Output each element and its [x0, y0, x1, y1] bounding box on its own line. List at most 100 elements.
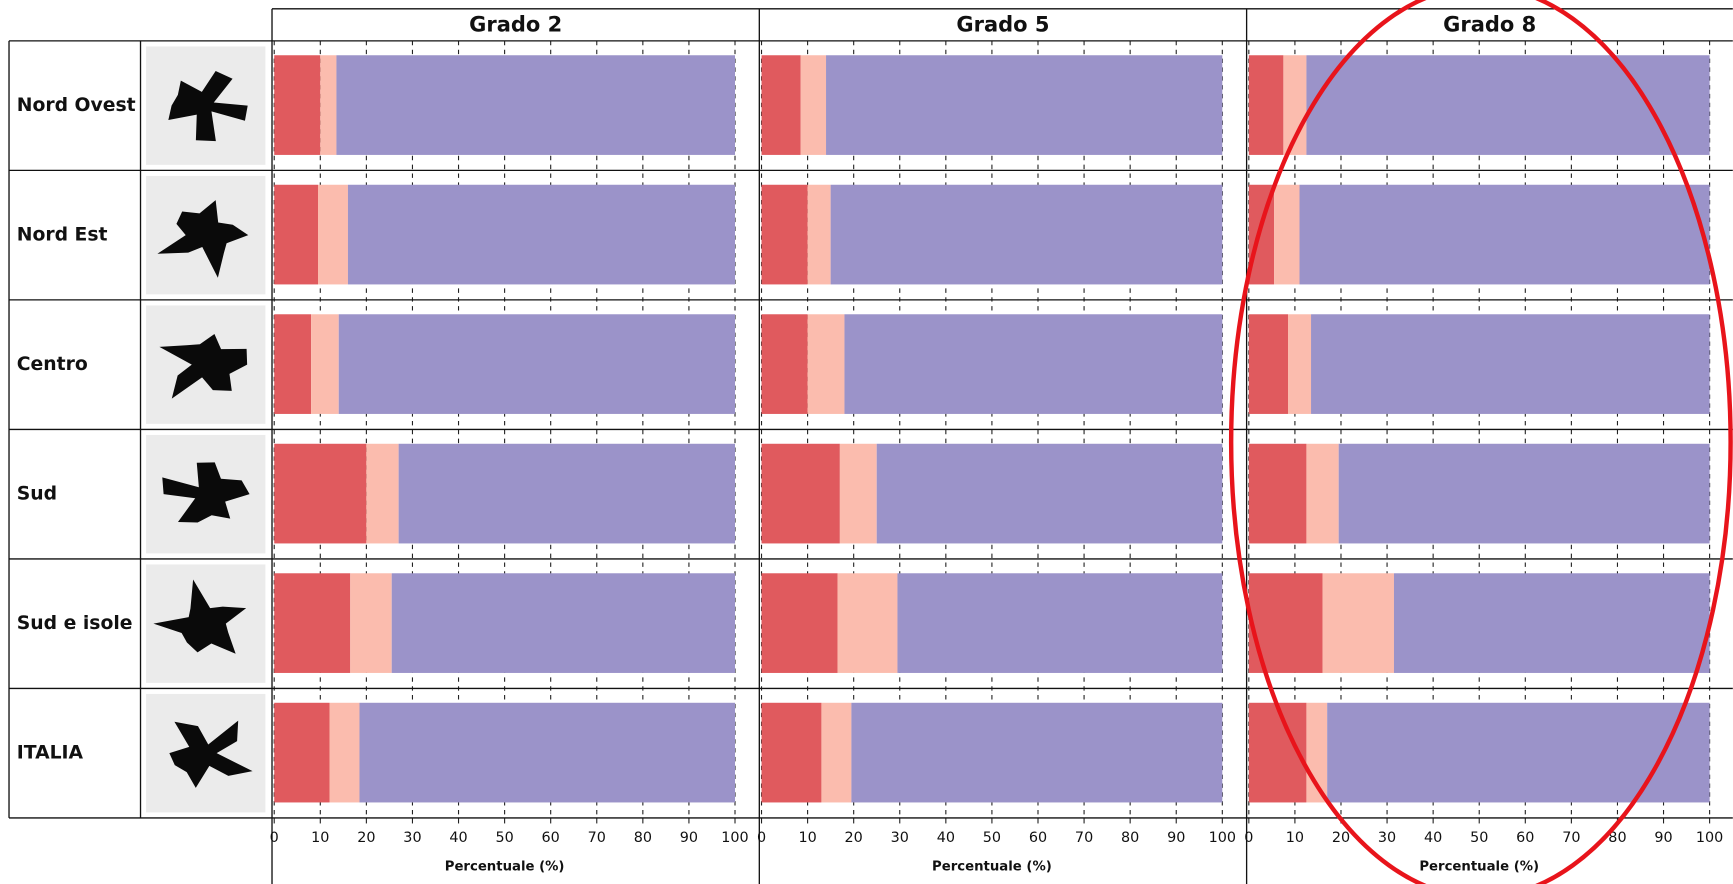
x-tick-label: 80	[1608, 830, 1626, 846]
bar-segment	[1248, 314, 1288, 414]
bar-segment	[897, 573, 1223, 673]
x-tick-label: 40	[1424, 830, 1442, 846]
row-label: Centro	[17, 354, 88, 375]
row-label: Nord Est	[17, 225, 108, 246]
x-tick-label: 40	[937, 830, 955, 846]
bar-segment	[338, 314, 736, 414]
bar-segment	[826, 55, 1223, 155]
bar-segment	[336, 55, 736, 155]
bar-segment	[1299, 184, 1710, 285]
bar-segment	[1306, 55, 1710, 155]
bar-segment	[807, 184, 831, 285]
bar-segment	[359, 702, 736, 803]
row-label: Sud e isole	[17, 613, 133, 634]
panel-title: Grado 8	[1443, 12, 1536, 36]
bar-segment	[821, 702, 852, 803]
bar-segment	[844, 314, 1223, 414]
bar-segment	[1287, 314, 1312, 414]
bar-segment	[1338, 443, 1710, 544]
x-tick-label: 70	[1075, 830, 1093, 846]
x-tick-label: 40	[449, 830, 467, 846]
x-tick-label: 80	[634, 830, 652, 846]
row-label: ITALIA	[17, 743, 84, 764]
bar-segment	[1327, 702, 1710, 803]
region-map	[153, 579, 247, 654]
x-tick-label: 50	[495, 830, 513, 846]
bar-segment	[837, 573, 898, 673]
bar-segment	[274, 443, 367, 544]
x-tick-label: 0	[1244, 830, 1253, 846]
x-tick-label: 20	[1332, 830, 1350, 846]
bar-segment	[761, 443, 840, 544]
x-tick-label: 30	[403, 830, 421, 846]
x-axis-label: Percentuale (%)	[445, 860, 565, 875]
x-tick-label: 30	[1378, 830, 1396, 846]
bar-segment	[1322, 573, 1394, 673]
region-map	[157, 200, 249, 278]
region-map	[162, 462, 250, 523]
bar-segment	[350, 573, 392, 673]
x-tick-label: 10	[311, 830, 329, 846]
bar-segment	[274, 702, 330, 803]
bar-segment	[329, 702, 360, 803]
x-tick-label: 70	[588, 830, 606, 846]
x-tick-label: 100	[1696, 830, 1723, 846]
bar-segment	[366, 443, 399, 544]
bar-segment	[761, 573, 838, 673]
bar-segment	[1393, 573, 1710, 673]
x-tick-label: 60	[1029, 830, 1047, 846]
bar-segment	[830, 184, 1223, 285]
x-axis-label: Percentuale (%)	[1419, 860, 1539, 875]
bar-segment	[347, 184, 736, 285]
x-tick-label: 50	[983, 830, 1001, 846]
x-tick-label: 90	[1654, 830, 1672, 846]
region-map	[159, 334, 248, 399]
x-tick-label: 70	[1562, 830, 1580, 846]
region-map	[169, 720, 253, 788]
x-tick-label: 90	[1167, 830, 1185, 846]
bar-segment	[1248, 55, 1284, 155]
x-tick-label: 20	[845, 830, 863, 846]
bar-segment	[1248, 443, 1307, 544]
x-tick-label: 0	[757, 830, 766, 846]
x-tick-label: 30	[891, 830, 909, 846]
bar-segment	[1306, 443, 1339, 544]
x-tick-label: 20	[357, 830, 375, 846]
x-tick-label: 0	[270, 830, 279, 846]
bar-segment	[876, 443, 1223, 544]
bar-segment	[800, 55, 827, 155]
bar-segment	[761, 184, 808, 285]
x-tick-label: 10	[798, 830, 816, 846]
row-label: Nord Ovest	[17, 95, 136, 116]
x-tick-label: 80	[1121, 830, 1139, 846]
bar-segment	[851, 702, 1223, 803]
highlight-ellipse	[1229, 0, 1733, 884]
region-map	[168, 70, 248, 142]
bar-segment	[320, 55, 337, 155]
bar-segment	[761, 55, 801, 155]
bar-segment	[317, 184, 348, 285]
bar-segment	[1311, 314, 1710, 414]
bar-segment	[1274, 184, 1300, 285]
x-tick-label: 60	[1516, 830, 1534, 846]
panel-title: Grado 2	[469, 12, 562, 36]
bar-segment	[398, 443, 736, 544]
x-tick-label: 60	[542, 830, 560, 846]
panel-title: Grado 5	[956, 12, 1049, 36]
bar-segment	[807, 314, 845, 414]
bar-segment	[274, 573, 351, 673]
row-label: Sud	[17, 484, 57, 505]
x-tick-label: 50	[1470, 830, 1488, 846]
bar-segment	[761, 702, 822, 803]
x-tick-label: 10	[1286, 830, 1304, 846]
bar-segment	[274, 55, 321, 155]
bar-segment	[839, 443, 877, 544]
bar-segment	[311, 314, 339, 414]
bar-segment	[391, 573, 736, 673]
x-tick-label: 90	[680, 830, 698, 846]
x-tick-label: 100	[1209, 830, 1236, 846]
bar-segment	[274, 184, 318, 285]
bar-segment	[274, 314, 312, 414]
x-axis-label: Percentuale (%)	[932, 860, 1052, 875]
